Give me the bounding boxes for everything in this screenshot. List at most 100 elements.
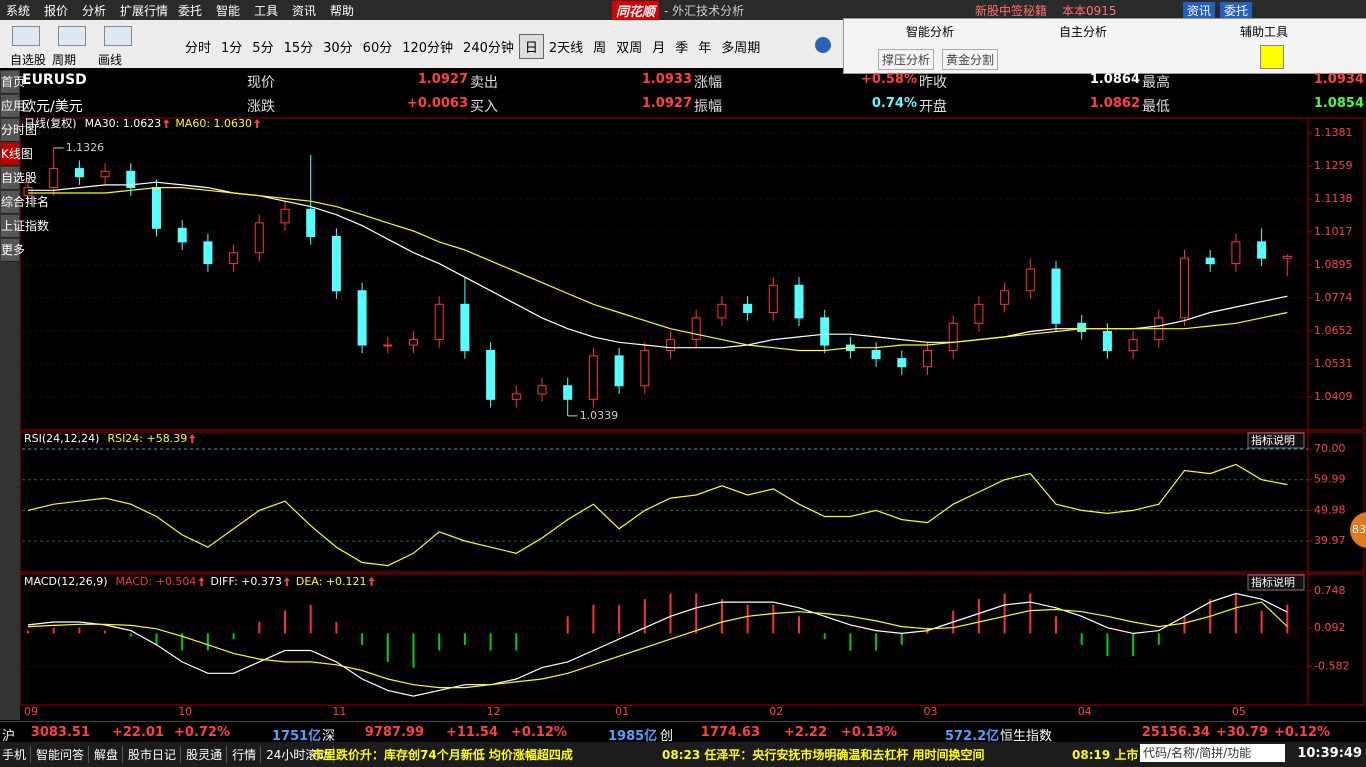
- side-tab[interactable]: 首页: [1, 71, 25, 94]
- legend-entry: MA60: 1.0630: [175, 117, 252, 130]
- y-tick-label: 1.1138: [1314, 192, 1353, 205]
- tool-label: 画线: [98, 53, 123, 67]
- candle-body: [280, 208, 290, 224]
- panel-tab[interactable]: 辅助工具: [1240, 25, 1289, 39]
- candle-body: [126, 170, 136, 189]
- field-value: 1.0927: [417, 72, 468, 87]
- tool-icon[interactable]: [12, 26, 40, 46]
- candle-body: [49, 168, 59, 189]
- panel-button[interactable]: 撑压分析: [878, 49, 935, 70]
- menu-item[interactable]: 扩展行情: [120, 4, 169, 18]
- side-tab[interactable]: 自选股: [1, 167, 37, 190]
- indicator-help[interactable]: 指标说明: [1251, 575, 1295, 589]
- field-label: 开盘: [919, 99, 947, 115]
- indicator-help[interactable]: 指标说明: [1251, 433, 1295, 447]
- menu-bar: 系统 报价 分析 扩展行情 委托 智能 工具 资讯 帮助 同花顺 - 外汇技术分析 新股中签秘籍 本本0…: [0, 0, 1366, 20]
- field-value: 0.74%: [871, 96, 917, 111]
- field-label: 最高: [1142, 75, 1170, 91]
- side-tab[interactable]: 应用: [1, 95, 25, 118]
- x-tick-label: 05: [1232, 705, 1246, 718]
- candle-body: [1205, 257, 1215, 265]
- period-button[interactable]: 季: [675, 41, 689, 56]
- candle-body: [897, 358, 907, 368]
- period-button[interactable]: 60分: [362, 41, 393, 56]
- menu-right[interactable]: 委托: [1220, 2, 1253, 19]
- period-button[interactable]: 2天线: [548, 41, 584, 56]
- period-button[interactable]: 15分: [283, 41, 314, 56]
- menu-right[interactable]: 资讯: [1183, 2, 1216, 19]
- status-tab[interactable]: 股市日记: [128, 746, 182, 763]
- legend-arrow: [254, 119, 261, 128]
- field-value: +0.0063: [406, 96, 468, 111]
- status-tab[interactable]: 24小时滚动: [266, 746, 335, 763]
- period-button[interactable]: 120分钟: [402, 41, 454, 56]
- period-button[interactable]: 1分: [221, 41, 243, 56]
- badge[interactable]: [1350, 512, 1366, 548]
- menu-item[interactable]: 资讯: [292, 4, 317, 18]
- legend-arrow: [198, 577, 205, 586]
- period-button[interactable]: 双周: [616, 41, 643, 56]
- candle-body: [768, 284, 778, 313]
- tool-icon[interactable]: [58, 26, 86, 46]
- candle-body: [948, 322, 958, 351]
- indicator-line: [27, 592, 1288, 697]
- menu-item[interactable]: 报价: [44, 4, 69, 18]
- menu-right[interactable]: 本本0915: [1062, 4, 1117, 18]
- legend-entry: DIFF: +0.373: [210, 575, 281, 588]
- status-tab[interactable]: 解盘: [94, 746, 124, 763]
- menu-right[interactable]: 新股中签秘籍: [975, 4, 1048, 18]
- field-value: 1.0934: [1313, 72, 1364, 87]
- status-tab[interactable]: 股灵通: [186, 746, 228, 763]
- panel-button[interactable]: 黄金分割: [942, 49, 999, 70]
- menu-item[interactable]: 分析: [82, 4, 107, 18]
- period-button[interactable]: 240分钟: [463, 41, 514, 56]
- index-value: 25156.34: [1141, 725, 1210, 740]
- period-button[interactable]: 分时: [185, 41, 212, 56]
- search-box[interactable]: 代码/名称/简拼/功能: [1140, 744, 1285, 762]
- tool-label: 自选股: [10, 53, 47, 67]
- menu-item[interactable]: 帮助: [330, 4, 355, 18]
- indicator-line: [28, 187, 1288, 352]
- panel-tab[interactable]: 自主分析: [1059, 25, 1108, 39]
- status-bar: 手机 智能问答 解盘 股市日记 股灵通 行情 24小时滚动 市里跌价升：库存创74个月新低 均…: [0, 742, 1366, 767]
- menu-item[interactable]: 智能: [216, 4, 241, 18]
- side-tab[interactable]: K线图: [1, 143, 33, 166]
- news-ticker: 市里跌价升：库存创74个月新低 均价涨幅超四成: [312, 748, 573, 762]
- legend-arrow: [368, 577, 375, 586]
- status-tab[interactable]: 手机: [2, 746, 32, 763]
- symbol: 欧元/美元: [22, 99, 83, 115]
- period-button[interactable]: 月: [652, 41, 666, 56]
- period-button[interactable]: 5分: [252, 41, 274, 56]
- menu-item[interactable]: 委托: [178, 4, 203, 18]
- candle-body: [100, 170, 110, 178]
- index-name: 深: [322, 729, 336, 744]
- color-swatch[interactable]: [1260, 45, 1284, 69]
- side-tabs: 首页 应用 分时图 K线图 自选股 综合排名 上证指数 更多: [0, 70, 49, 720]
- side-tab[interactable]: 上证指数: [1, 215, 49, 238]
- tool-icon[interactable]: [104, 26, 132, 46]
- annotation: 1.0339: [580, 409, 619, 422]
- period-button[interactable]: 年: [698, 41, 712, 56]
- period-button[interactable]: 多周期: [721, 41, 761, 56]
- candle-body: [1231, 241, 1241, 265]
- panel-tab[interactable]: 智能分析: [906, 25, 955, 39]
- status-tab[interactable]: 行情: [232, 746, 262, 763]
- panel-frame: [19, 431, 1365, 573]
- menu-item[interactable]: 系统: [6, 4, 31, 18]
- side-tab[interactable]: 综合排名: [1, 191, 49, 214]
- app-logo: 同花顺: [612, 1, 660, 20]
- side-tab[interactable]: 分时图: [1, 119, 37, 142]
- status-tab[interactable]: 智能问答: [36, 746, 90, 763]
- index-value: +30.79: [1215, 725, 1268, 740]
- period-button[interactable]: 日: [518, 34, 544, 59]
- index-value: +0.13%: [841, 725, 897, 740]
- candle-body: [1102, 330, 1112, 351]
- settings-icon[interactable]: [815, 37, 831, 53]
- menu-item[interactable]: 工具: [254, 4, 279, 18]
- candle-body: [383, 344, 393, 347]
- quote-header: EURUSD 现价 1.0927 卖出 1.0933 涨幅 +0.58% 昨收 1.0864 最高…: [20, 70, 1366, 118]
- candle-body: [1128, 339, 1138, 351]
- period-button[interactable]: 30分: [323, 41, 353, 56]
- side-tab[interactable]: 更多: [1, 239, 25, 262]
- period-button[interactable]: 周: [593, 41, 607, 56]
